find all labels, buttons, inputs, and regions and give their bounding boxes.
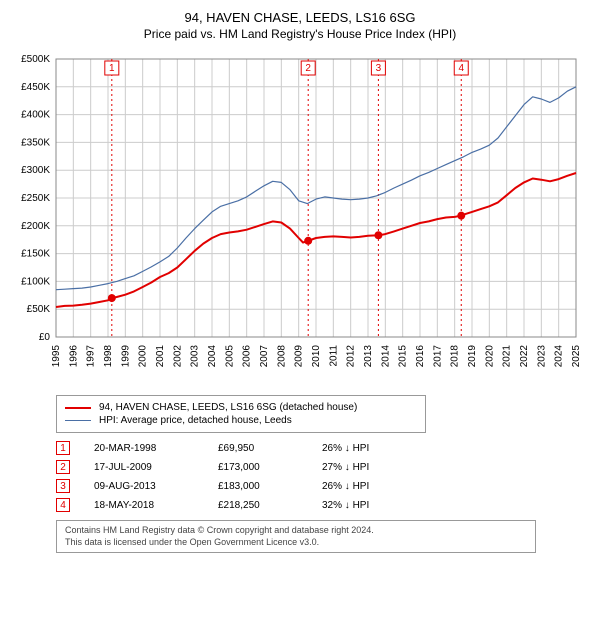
svg-text:£150K: £150K — [21, 249, 50, 260]
sale-row: 3 09-AUG-2013 £183,000 26% ↓ HPI — [56, 479, 588, 493]
svg-text:2012: 2012 — [346, 345, 357, 368]
svg-text:2011: 2011 — [328, 345, 339, 367]
svg-text:2005: 2005 — [224, 345, 235, 368]
footer-line-2: This data is licensed under the Open Gov… — [65, 537, 527, 549]
svg-text:2010: 2010 — [311, 345, 322, 368]
svg-text:2014: 2014 — [380, 345, 391, 368]
svg-text:£300K: £300K — [21, 165, 50, 176]
sale-price: £69,950 — [218, 443, 298, 454]
sale-date: 17-JUL-2009 — [94, 462, 194, 473]
svg-text:2007: 2007 — [259, 345, 270, 368]
sale-pct-vs-hpi: 26% ↓ HPI — [322, 481, 412, 492]
sale-pct-vs-hpi: 32% ↓ HPI — [322, 500, 412, 511]
svg-text:£250K: £250K — [21, 193, 50, 204]
chart-svg: £0 £50K £100K £150K £200K £250K £300K £350K £400… — [12, 49, 588, 389]
svg-text:1997: 1997 — [86, 345, 97, 368]
svg-text:£200K: £200K — [21, 221, 50, 232]
svg-text:£100K: £100K — [21, 276, 50, 287]
svg-text:1995: 1995 — [51, 345, 62, 368]
svg-text:2013: 2013 — [363, 345, 374, 368]
svg-text:2000: 2000 — [138, 345, 149, 368]
svg-text:2023: 2023 — [536, 345, 547, 368]
chart-subtitle: Price paid vs. HM Land Registry's House … — [12, 27, 588, 41]
sale-row: 4 18-MAY-2018 £218,250 32% ↓ HPI — [56, 498, 588, 512]
svg-text:£0: £0 — [39, 332, 51, 343]
sale-marker-box: 1 — [56, 441, 70, 455]
legend: 94, HAVEN CHASE, LEEDS, LS16 6SG (detach… — [56, 395, 426, 433]
sale-marker-box: 2 — [56, 460, 70, 474]
svg-text:2018: 2018 — [450, 345, 461, 368]
legend-label: HPI: Average price, detached house, Leed… — [99, 415, 292, 426]
sale-pct-vs-hpi: 27% ↓ HPI — [322, 462, 412, 473]
svg-text:2025: 2025 — [571, 345, 582, 368]
sale-date: 09-AUG-2013 — [94, 481, 194, 492]
svg-text:£500K: £500K — [21, 54, 50, 65]
sale-row: 2 17-JUL-2009 £173,000 27% ↓ HPI — [56, 460, 588, 474]
chart-area: £0 £50K £100K £150K £200K £250K £300K £350K £400… — [12, 49, 588, 389]
svg-text:£350K: £350K — [21, 137, 50, 148]
svg-text:2006: 2006 — [242, 345, 253, 368]
legend-swatch — [65, 420, 91, 421]
sale-marker-box: 3 — [56, 479, 70, 493]
svg-text:2001: 2001 — [155, 345, 166, 368]
footer-attribution: Contains HM Land Registry data © Crown c… — [56, 520, 536, 553]
sale-pct-vs-hpi: 26% ↓ HPI — [322, 443, 412, 454]
svg-text:1999: 1999 — [120, 345, 131, 368]
svg-text:3: 3 — [376, 63, 382, 74]
svg-text:£450K: £450K — [21, 82, 50, 93]
svg-text:2009: 2009 — [294, 345, 305, 368]
svg-text:£50K: £50K — [27, 304, 51, 315]
svg-text:2015: 2015 — [398, 345, 409, 368]
footer-line-1: Contains HM Land Registry data © Crown c… — [65, 525, 527, 537]
svg-text:2: 2 — [305, 63, 311, 74]
svg-text:2003: 2003 — [190, 345, 201, 368]
sales-table: 1 20-MAR-1998 £69,950 26% ↓ HPI 2 17-JUL-2009… — [56, 441, 588, 512]
chart-container: 94, HAVEN CHASE, LEEDS, LS16 6SG Price p… — [0, 0, 600, 565]
svg-text:1998: 1998 — [103, 345, 114, 368]
sale-row: 1 20-MAR-1998 £69,950 26% ↓ HPI — [56, 441, 588, 455]
legend-label: 94, HAVEN CHASE, LEEDS, LS16 6SG (detach… — [99, 402, 357, 413]
svg-text:2020: 2020 — [484, 345, 495, 368]
svg-text:£400K: £400K — [21, 110, 50, 121]
svg-text:2008: 2008 — [276, 345, 287, 368]
chart-title: 94, HAVEN CHASE, LEEDS, LS16 6SG — [12, 10, 588, 25]
svg-text:1996: 1996 — [68, 345, 79, 368]
svg-text:2017: 2017 — [432, 345, 443, 368]
svg-text:2002: 2002 — [172, 345, 183, 368]
svg-text:2024: 2024 — [554, 345, 565, 368]
sale-date: 20-MAR-1998 — [94, 443, 194, 454]
svg-text:2016: 2016 — [415, 345, 426, 368]
svg-text:2019: 2019 — [467, 345, 478, 368]
sale-date: 18-MAY-2018 — [94, 500, 194, 511]
svg-text:1: 1 — [109, 63, 115, 74]
sale-price: £183,000 — [218, 481, 298, 492]
sale-price: £218,250 — [218, 500, 298, 511]
svg-text:2022: 2022 — [519, 345, 530, 368]
sale-marker-box: 4 — [56, 498, 70, 512]
legend-item: 94, HAVEN CHASE, LEEDS, LS16 6SG (detach… — [65, 402, 417, 413]
legend-swatch — [65, 407, 91, 409]
svg-text:2021: 2021 — [502, 345, 513, 368]
svg-text:2004: 2004 — [207, 345, 218, 368]
sale-price: £173,000 — [218, 462, 298, 473]
legend-item: HPI: Average price, detached house, Leed… — [65, 415, 417, 426]
svg-text:4: 4 — [458, 63, 464, 74]
